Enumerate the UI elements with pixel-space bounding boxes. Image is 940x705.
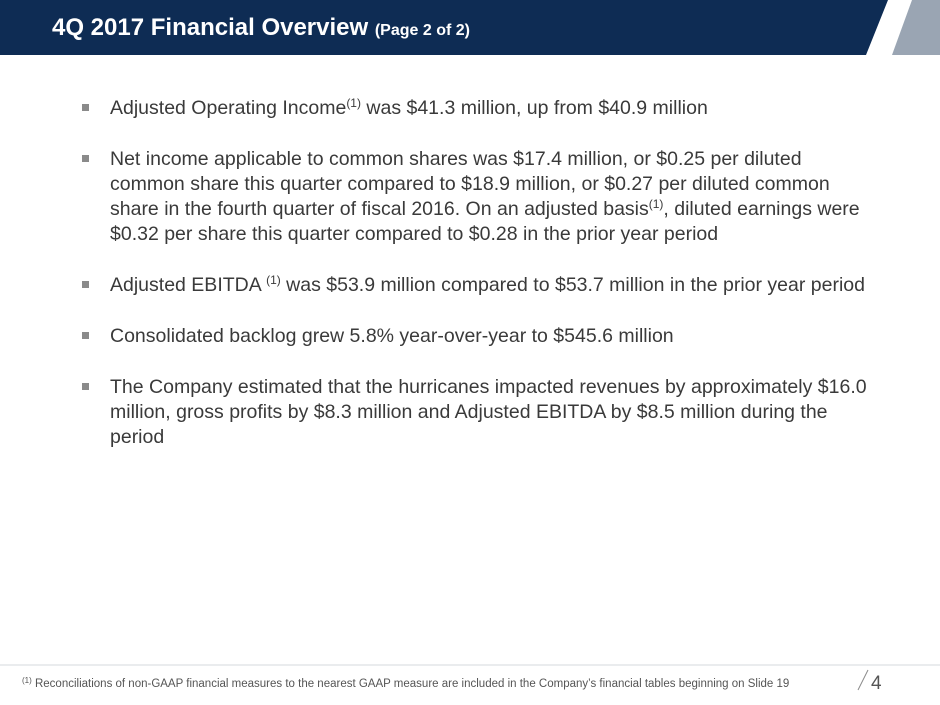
footnote-ref: (1)	[346, 96, 361, 110]
footnote-marker: (1)	[22, 676, 32, 685]
bullet-list: Adjusted Operating Income(1) was $41.3 m…	[82, 96, 870, 476]
bullet-text: was $41.3 million, up from $40.9 million	[360, 97, 708, 119]
bullet-text: The Company estimated that the hurricane…	[110, 376, 867, 448]
bullet-text: Adjusted Operating Income	[110, 97, 347, 119]
footnote: (1) Reconciliations of non-GAAP financia…	[22, 676, 789, 690]
bullet: Adjusted EBITDA (1) was $53.9 million co…	[82, 273, 870, 298]
bullet: Consolidated backlog grew 5.8% year-over…	[82, 324, 870, 349]
header-bar	[0, 0, 940, 55]
title-subtitle: (Page 2 of 2)	[374, 22, 470, 39]
footnote-ref: (1)	[266, 273, 281, 287]
bullet-text: Consolidated backlog grew 5.8% year-over…	[110, 325, 674, 347]
bullet-text: , diluted earnings were $0.32 per share …	[110, 198, 860, 245]
bullet: Net income applicable to common shares w…	[82, 147, 870, 247]
slide-title: 4Q 2017 Financial Overview (Page 2 of 2)	[52, 14, 470, 42]
bullet: The Company estimated that the hurricane…	[82, 375, 870, 450]
title-text: 4Q 2017 Financial Overview	[52, 14, 369, 41]
bullet-text: Adjusted EBITDA	[110, 274, 267, 296]
footnote-ref: (1)	[648, 197, 664, 211]
bullet: Adjusted Operating Income(1) was $41.3 m…	[82, 96, 870, 121]
bullet-text: Net income applicable to common shares w…	[110, 148, 830, 220]
page-number: 4	[871, 673, 882, 694]
bullet-text: was $53.9 million compared to $53.7 mill…	[280, 274, 865, 296]
footnote-text: Reconciliations of non-GAAP financial me…	[31, 678, 790, 690]
